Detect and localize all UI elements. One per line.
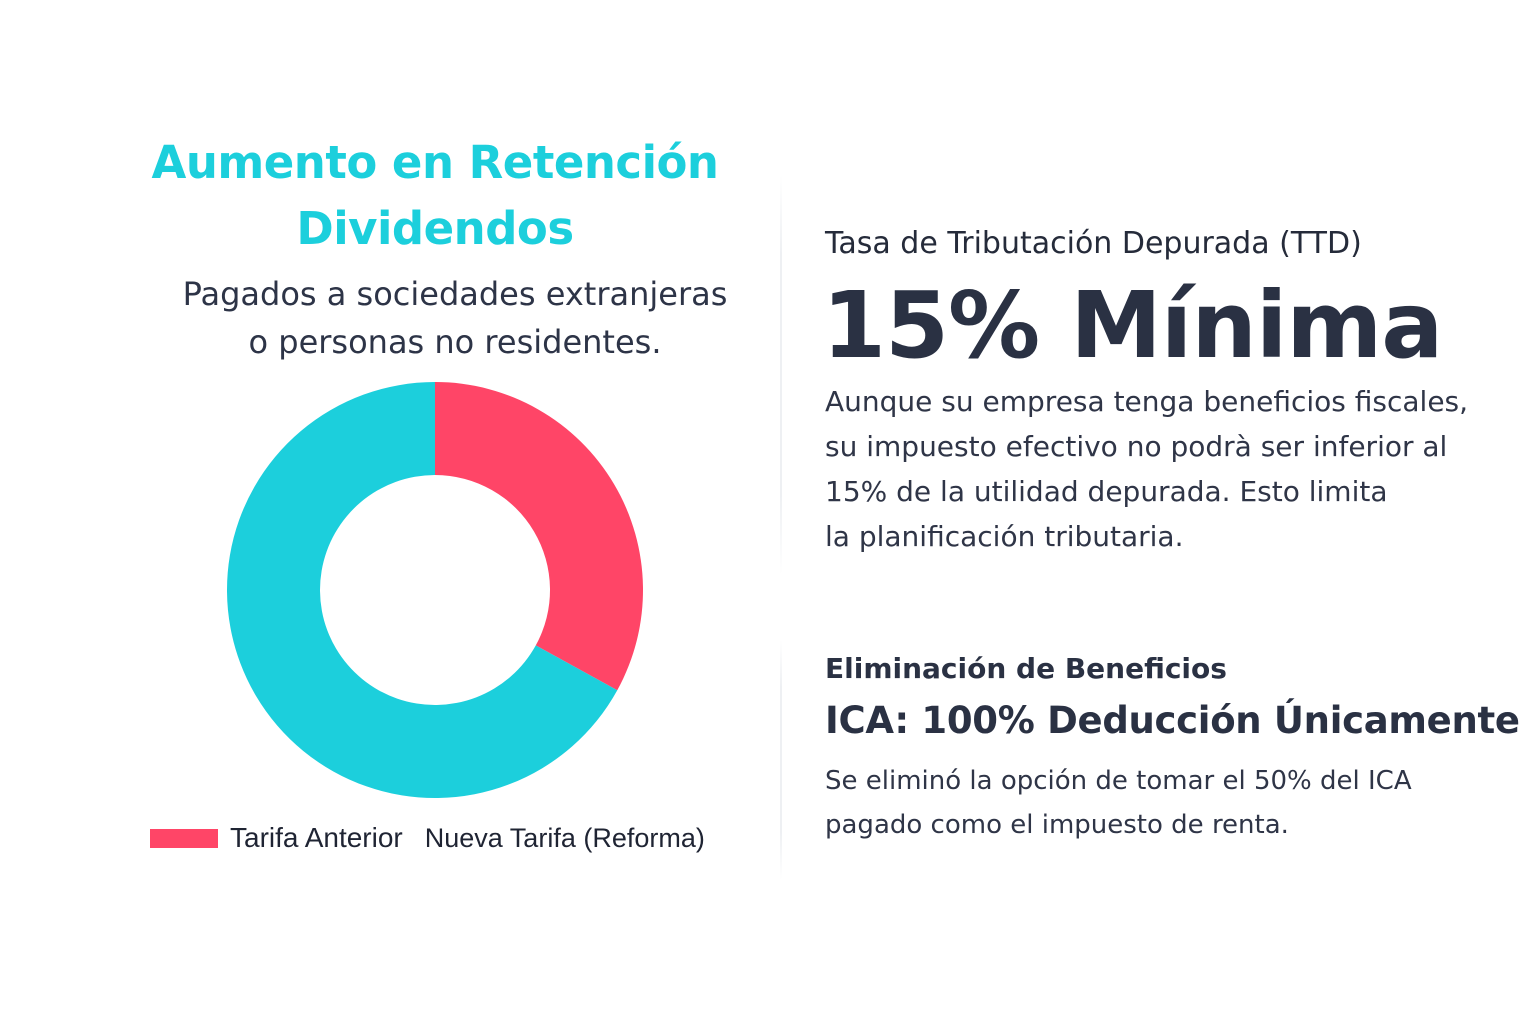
ttd-headline: 15% Mínima xyxy=(822,272,1443,379)
donut-chart xyxy=(227,382,643,798)
column-divider-upper xyxy=(780,175,782,575)
chart-subtitle-line2: o personas no residentes. xyxy=(248,323,662,361)
ttd-body-line: 15% de la utilidad depurada. Esto limita xyxy=(825,475,1388,508)
column-divider-lower xyxy=(780,640,782,880)
ica-body: Se eliminó la opción de tomar el 50% del… xyxy=(825,759,1412,847)
chart-title-line2: Dividendos xyxy=(296,202,574,255)
legend-label-nueva-tarifa: Nueva Tarifa (Reforma) xyxy=(424,822,705,853)
ttd-body-line: la planificación tributaria. xyxy=(825,520,1184,553)
chart-title: Aumento en Retención Dividendos xyxy=(140,130,730,262)
chart-subtitle-line1: Pagados a sociedades extranjeras xyxy=(182,275,728,313)
donut-slice-tarifa-anterior xyxy=(435,382,643,691)
ttd-body: Aunque su empresa tenga beneficios fisca… xyxy=(825,379,1495,559)
legend-label-tarifa-anterior: Tarifa Anterior xyxy=(230,822,403,853)
chart-legend: Tarifa Anterior Nueva Tarifa (Reforma) xyxy=(150,818,727,858)
ica-body-line: Se eliminó la opción de tomar el 50% del… xyxy=(825,766,1412,796)
ica-body-line: pagado como el impuesto de renta. xyxy=(825,810,1289,840)
ttd-body-line: su impuesto efectivo no podrà ser inferi… xyxy=(825,430,1448,463)
ica-headline: ICA: 100% Deducción Únicamente xyxy=(825,699,1520,742)
chart-subtitle: Pagados a sociedades extranjeras o perso… xyxy=(150,270,760,366)
ttd-label: Tasa de Tributación Depurada (TTD) xyxy=(825,226,1362,261)
chart-title-line1: Aumento en Retención xyxy=(151,136,719,189)
donut-slice-nueva-tarifa-reforma xyxy=(227,382,618,798)
ica-label: Eliminación de Beneficios xyxy=(825,652,1227,685)
legend-swatch-tarifa-anterior xyxy=(150,828,218,848)
ttd-body-line: Aunque su empresa tenga beneficios fisca… xyxy=(825,385,1469,418)
